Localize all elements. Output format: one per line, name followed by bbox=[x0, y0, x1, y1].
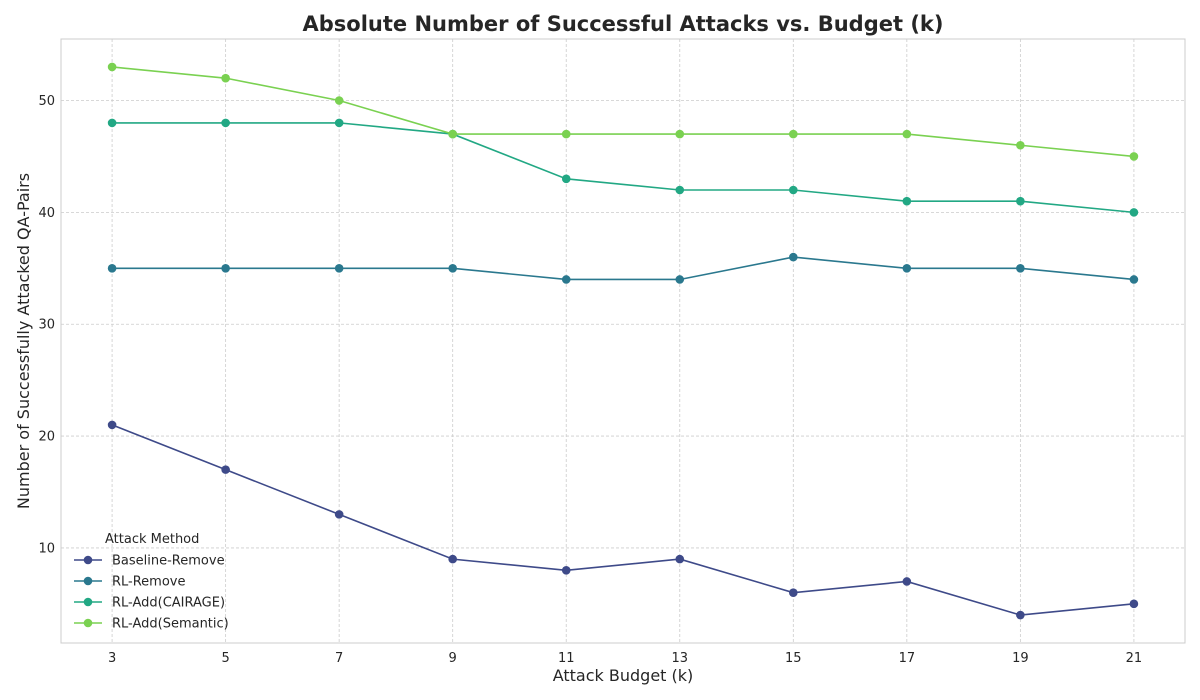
x-tick-label: 3 bbox=[108, 651, 116, 666]
legend-label: RL-Add(CAIRAGE) bbox=[112, 596, 225, 611]
x-tick-label: 9 bbox=[449, 651, 457, 666]
series-line bbox=[111, 424, 1134, 616]
data-point bbox=[561, 565, 571, 575]
data-point bbox=[107, 62, 117, 72]
legend-label: RL-Add(Semantic) bbox=[112, 617, 229, 632]
data-point bbox=[902, 263, 912, 273]
data-point bbox=[221, 263, 230, 273]
data-point bbox=[902, 577, 912, 586]
y-tick-label: 40 bbox=[38, 206, 55, 221]
legend: Attack Method Baseline-Remove RL-Remove RL… bbox=[74, 532, 229, 632]
data-point bbox=[561, 174, 571, 184]
y-tick-label: 50 bbox=[38, 94, 55, 109]
x-tick-label: 7 bbox=[335, 651, 343, 666]
data-point bbox=[448, 129, 457, 139]
data-point bbox=[107, 263, 117, 273]
data-point bbox=[675, 275, 685, 284]
legend-title: Attack Method bbox=[105, 532, 199, 547]
x-tick-label: 15 bbox=[785, 651, 802, 666]
data-point bbox=[334, 96, 344, 105]
data-point bbox=[221, 465, 230, 474]
series-rl-add-semantic bbox=[107, 62, 1139, 161]
data-point bbox=[902, 129, 912, 139]
data-point bbox=[221, 118, 230, 128]
legend-swatch-marker bbox=[83, 576, 93, 586]
data-point bbox=[107, 420, 117, 430]
legend-label: RL-Remove bbox=[112, 575, 186, 590]
data-point bbox=[1016, 610, 1025, 620]
data-point bbox=[675, 185, 685, 195]
legend-item: RL-Add(CAIRAGE) bbox=[74, 596, 225, 611]
series-line bbox=[112, 256, 1134, 281]
data-point bbox=[789, 588, 798, 597]
x-tick-label: 17 bbox=[899, 651, 916, 666]
data-point bbox=[902, 196, 912, 206]
x-axis-ticks: 3 5 7 9 11 13 15 17 19 21 bbox=[108, 651, 1142, 666]
data-point bbox=[448, 554, 457, 564]
chart-title: Absolute Number of Successful Attacks vs… bbox=[303, 12, 944, 36]
data-point bbox=[561, 129, 571, 139]
x-tick-label: 13 bbox=[671, 651, 688, 666]
data-point bbox=[334, 118, 344, 128]
data-point bbox=[675, 554, 685, 564]
series-line bbox=[112, 122, 1134, 214]
data-point bbox=[1129, 208, 1139, 217]
data-point bbox=[448, 263, 457, 273]
grid bbox=[61, 39, 1185, 643]
data-point bbox=[789, 252, 798, 262]
data-point bbox=[334, 510, 344, 519]
legend-item: RL-Add(Semantic) bbox=[74, 617, 229, 632]
plot-area-frame bbox=[60, 38, 1186, 644]
data-point bbox=[221, 73, 230, 83]
series-line bbox=[112, 66, 1134, 158]
legend-swatch-marker bbox=[83, 618, 93, 628]
data-point bbox=[789, 129, 798, 139]
data-point bbox=[1129, 599, 1139, 609]
series-rl-add-cairage bbox=[107, 118, 1139, 217]
x-tick-label: 19 bbox=[1012, 651, 1029, 666]
y-tick-label: 30 bbox=[38, 318, 55, 333]
y-tick-label: 10 bbox=[38, 541, 55, 556]
data-point bbox=[675, 129, 685, 139]
y-axis-ticks: 10 20 30 40 50 bbox=[38, 94, 55, 556]
legend-swatch-marker bbox=[83, 597, 93, 607]
data-point bbox=[1016, 263, 1025, 273]
data-point bbox=[1016, 196, 1025, 206]
data-point bbox=[1129, 275, 1139, 284]
y-tick-label: 20 bbox=[38, 430, 55, 445]
x-axis-label: Attack Budget (k) bbox=[553, 666, 694, 685]
x-tick-label: 21 bbox=[1126, 651, 1143, 666]
data-point bbox=[334, 263, 344, 273]
data-point bbox=[107, 118, 117, 128]
series-baseline-remove bbox=[107, 420, 1139, 620]
legend-label: Baseline-Remove bbox=[112, 554, 225, 569]
y-axis-label: Number of Successfully Attacked QA-Pairs bbox=[14, 173, 33, 509]
data-point bbox=[789, 185, 798, 195]
x-tick-label: 11 bbox=[558, 651, 575, 666]
data-point bbox=[1129, 152, 1139, 161]
data-point bbox=[561, 275, 571, 284]
data-point bbox=[1016, 140, 1025, 150]
x-tick-label: 5 bbox=[221, 651, 229, 666]
series-rl-remove bbox=[107, 252, 1139, 284]
legend-item: Baseline-Remove bbox=[74, 554, 225, 569]
legend-item: RL-Remove bbox=[74, 575, 186, 590]
series-layer bbox=[107, 62, 1139, 620]
legend-swatch-marker bbox=[83, 555, 93, 565]
